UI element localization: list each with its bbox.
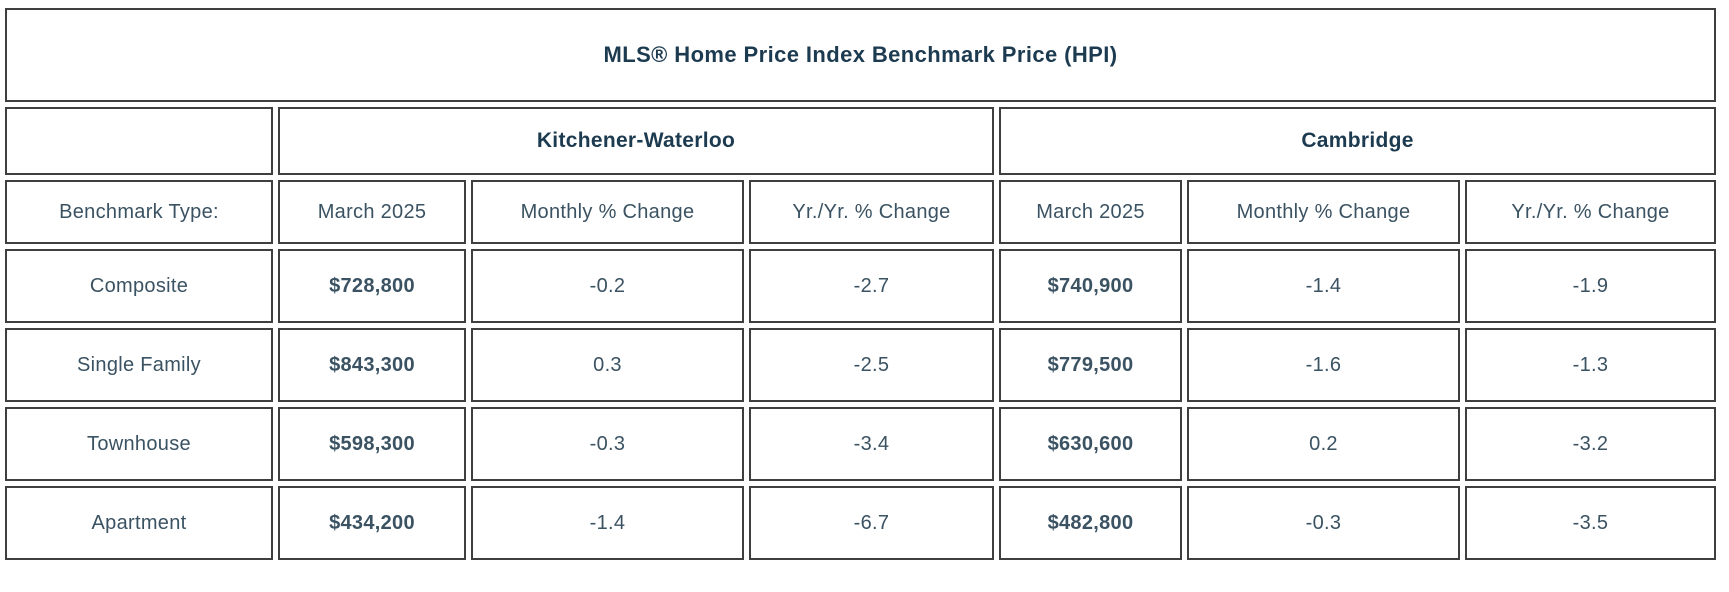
monthly-change-cell: -1.6 [1187, 328, 1460, 402]
region-header-row: Kitchener-Waterloo Cambridge [5, 107, 1717, 175]
yearly-change-cell: -1.9 [1465, 249, 1717, 323]
yearly-change-cell: -6.7 [749, 486, 994, 560]
yearly-change-cell: -2.5 [749, 328, 994, 402]
monthly-change-cell: 0.3 [471, 328, 744, 402]
price-cell: $843,300 [278, 328, 466, 402]
region-header-cambridge: Cambridge [999, 107, 1717, 175]
column-header-cam-yearly: Yr./Yr. % Change [1465, 180, 1717, 244]
hpi-table: MLS® Home Price Index Benchmark Price (H… [0, 3, 1721, 565]
column-header-cam-march: March 2025 [999, 180, 1182, 244]
yearly-change-cell: -3.2 [1465, 407, 1717, 481]
corner-cell [5, 107, 273, 175]
price-cell: $482,800 [999, 486, 1182, 560]
yearly-change-cell: -2.7 [749, 249, 994, 323]
column-header-kw-yearly: Yr./Yr. % Change [749, 180, 994, 244]
row-label: Townhouse [5, 407, 273, 481]
monthly-change-cell: -0.2 [471, 249, 744, 323]
monthly-change-cell: -1.4 [471, 486, 744, 560]
price-cell: $728,800 [278, 249, 466, 323]
yearly-change-cell: -1.3 [1465, 328, 1717, 402]
price-cell: $630,600 [999, 407, 1182, 481]
column-header-kw-march: March 2025 [278, 180, 466, 244]
row-label: Composite [5, 249, 273, 323]
monthly-change-cell: -0.3 [471, 407, 744, 481]
price-cell: $598,300 [278, 407, 466, 481]
monthly-change-cell: 0.2 [1187, 407, 1460, 481]
row-label: Single Family [5, 328, 273, 402]
table-row-single-family: Single Family $843,300 0.3 -2.5 $779,500… [5, 328, 1717, 402]
table-row-apartment: Apartment $434,200 -1.4 -6.7 $482,800 -0… [5, 486, 1717, 560]
price-cell: $434,200 [278, 486, 466, 560]
table-title: MLS® Home Price Index Benchmark Price (H… [5, 8, 1717, 102]
yearly-change-cell: -3.5 [1465, 486, 1717, 560]
column-header-kw-monthly: Monthly % Change [471, 180, 744, 244]
column-header-row: Benchmark Type: March 2025 Monthly % Cha… [5, 180, 1717, 244]
yearly-change-cell: -3.4 [749, 407, 994, 481]
column-header-cam-monthly: Monthly % Change [1187, 180, 1460, 244]
region-header-kitchener-waterloo: Kitchener-Waterloo [278, 107, 994, 175]
row-label: Apartment [5, 486, 273, 560]
title-row: MLS® Home Price Index Benchmark Price (H… [5, 8, 1717, 102]
monthly-change-cell: -0.3 [1187, 486, 1460, 560]
price-cell: $779,500 [999, 328, 1182, 402]
table-row-townhouse: Townhouse $598,300 -0.3 -3.4 $630,600 0.… [5, 407, 1717, 481]
benchmark-type-header: Benchmark Type: [5, 180, 273, 244]
monthly-change-cell: -1.4 [1187, 249, 1460, 323]
price-cell: $740,900 [999, 249, 1182, 323]
table-row-composite: Composite $728,800 -0.2 -2.7 $740,900 -1… [5, 249, 1717, 323]
